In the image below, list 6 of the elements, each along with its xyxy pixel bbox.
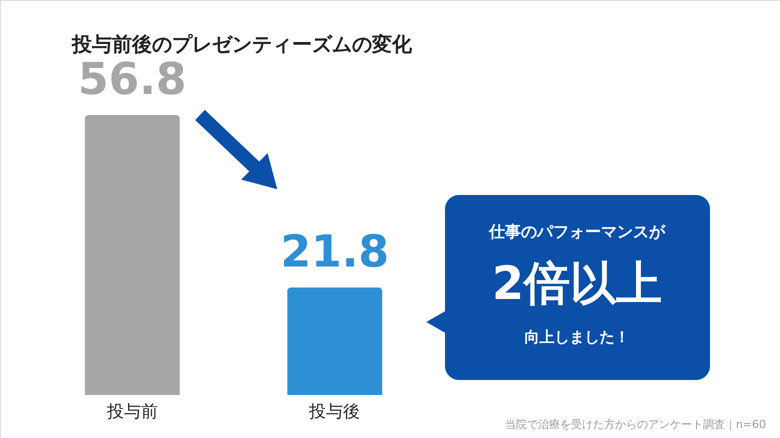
text: 当院で治療を受けた方からのアンケート調査｜n=60 bbox=[504, 418, 766, 431]
x-tick-label: 投与前 bbox=[106, 402, 158, 422]
x-tick-label: 投与後 bbox=[308, 402, 360, 422]
data-label: 21.8 bbox=[280, 226, 390, 278]
data-label: 56.8 bbox=[78, 54, 187, 105]
chart-title: 投与前後のプレゼンティーズムの変化 bbox=[71, 32, 413, 56]
